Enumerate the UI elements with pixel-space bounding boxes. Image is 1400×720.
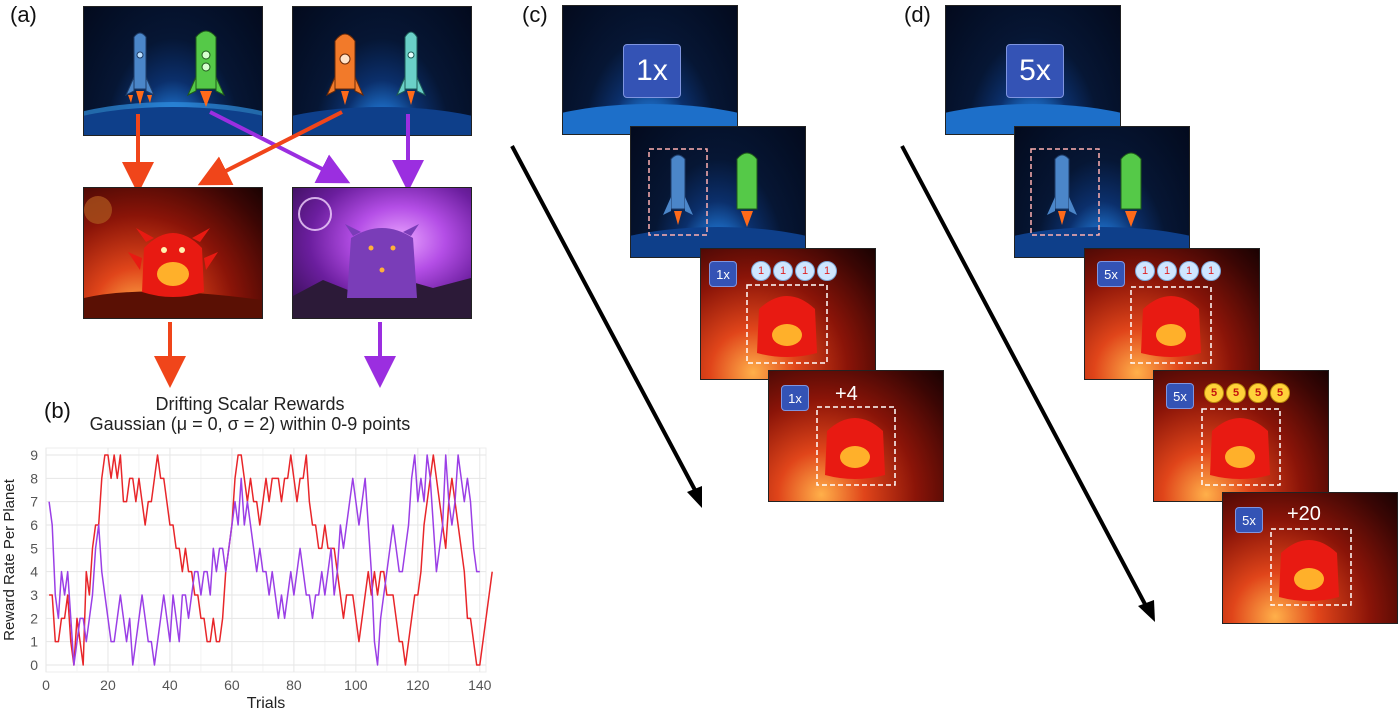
y-tick-label: 5 <box>30 540 38 556</box>
d-gold-token-icon: 5 <box>1248 383 1268 403</box>
y-tick-label: 6 <box>30 517 38 533</box>
y-tick-label: 7 <box>30 494 38 510</box>
series-line-purple <box>48 454 480 666</box>
d-reward-feedback: +20 <box>1287 503 1321 525</box>
x-tick-label: 140 <box>468 677 492 693</box>
c-planet-tokens-scene: 1x 1 1 1 1 <box>700 248 876 380</box>
red-alien-icon <box>84 196 262 318</box>
d-gold-token-icon: 5 <box>1226 383 1246 403</box>
series-line-red <box>49 454 493 666</box>
d-time-arrow <box>900 145 1155 622</box>
d-token-icon: 1 <box>1135 261 1155 281</box>
red-alien-icon <box>1201 408 1281 486</box>
d-gold-token-row: 5 5 5 5 <box>1204 383 1290 403</box>
panel-label-a: (a) <box>10 2 37 27</box>
y-tick-label: 1 <box>30 634 38 650</box>
c-reward-feedback: +4 <box>835 383 858 405</box>
c-multiplier-badge-feedback: 1x <box>781 385 809 411</box>
c-multiplier-badge-small: 1x <box>709 261 737 287</box>
d-reward-tokens-scene: 5x 5 5 5 5 <box>1153 370 1329 502</box>
panel-label-b: (b) <box>44 398 71 423</box>
rocket-icon <box>186 30 226 97</box>
c-token-row: 1 1 1 1 <box>751 261 837 281</box>
reward-drift-chart: Drifting Scalar Rewards Gaussian (μ = 0,… <box>0 394 500 720</box>
y-tick-label: 3 <box>30 587 38 603</box>
x-tick-label: 40 <box>162 677 178 693</box>
red-alien-icon <box>1130 286 1212 364</box>
d-gold-token-icon: 5 <box>1204 383 1224 403</box>
red-alien-icon <box>746 284 828 364</box>
c-token-icon: 1 <box>751 261 771 281</box>
purple-alien-icon <box>293 197 471 318</box>
red-planet-scene <box>83 187 263 319</box>
d-multiplier-badge-small: 5x <box>1097 261 1125 287</box>
d-token-icon: 1 <box>1157 261 1177 281</box>
d-multiplier-badge-large: 5x <box>1006 44 1064 98</box>
x-tick-label: 0 <box>42 677 50 693</box>
d-token-icon: 1 <box>1179 261 1199 281</box>
red-alien-icon <box>1270 528 1352 606</box>
d-token-row: 1 1 1 1 <box>1135 261 1221 281</box>
panel-label-c: (c) <box>522 2 548 27</box>
purple-planet-scene <box>292 187 472 319</box>
x-tick-label: 100 <box>344 677 368 693</box>
d-spaceship-choice-scene <box>1014 126 1190 258</box>
d-token-icon: 1 <box>1201 261 1221 281</box>
panel-label-d: (d) <box>904 2 931 27</box>
arrow-orange-rocket-to-red-planet <box>197 110 343 186</box>
rocket-icon <box>325 33 365 97</box>
y-axis-label: Reward Rate Per Planet <box>1 478 18 641</box>
c-multiplier-cue-scene: 1x <box>562 5 738 135</box>
y-tick-label: 2 <box>30 610 38 626</box>
d-multiplier-badge-feedback: 5x <box>1235 507 1263 533</box>
d-feedback-scene: 5x +20 <box>1222 492 1398 624</box>
d-multiplier-badge-reward: 5x <box>1166 383 1194 409</box>
chart-title: Drifting Scalar Rewards <box>155 394 345 414</box>
c-feedback-scene: 1x +4 <box>768 370 944 502</box>
d-multiplier-cue-scene: 5x <box>945 5 1121 135</box>
rocket-icon <box>124 32 156 97</box>
c-token-icon: 1 <box>795 261 815 281</box>
x-tick-label: 20 <box>100 677 116 693</box>
y-tick-label: 8 <box>30 470 38 486</box>
c-token-icon: 1 <box>817 261 837 281</box>
red-alien-icon <box>816 406 896 486</box>
c-token-icon: 1 <box>773 261 793 281</box>
chart-subtitle: Gaussian (μ = 0, σ = 2) within 0-9 point… <box>89 414 411 434</box>
d-gold-token-icon: 5 <box>1270 383 1290 403</box>
x-tick-label: 60 <box>224 677 240 693</box>
transition-arrows <box>122 110 424 388</box>
y-tick-label: 0 <box>30 657 38 673</box>
x-tick-label: 120 <box>406 677 430 693</box>
rocket-icon <box>395 31 427 97</box>
c-spaceship-choice-scene <box>630 126 806 258</box>
c-time-arrow <box>510 145 702 508</box>
y-tick-label: 9 <box>30 447 38 463</box>
x-axis-label: Trials <box>247 695 286 712</box>
x-tick-label: 80 <box>286 677 302 693</box>
spaceship-choice-scene-left <box>83 6 263 136</box>
d-planet-tokens-scene: 5x 1 1 1 1 <box>1084 248 1260 380</box>
arrow-right-rocket-to-purple-planet <box>209 110 351 184</box>
chart-plot-svg: 0 20 40 60 80 100 120 140 0 1 2 3 4 5 6 7 8 9 Trials Reward… <box>1 447 493 712</box>
c-multiplier-badge-large: 1x <box>623 44 681 98</box>
y-tick-label: 4 <box>30 564 38 580</box>
